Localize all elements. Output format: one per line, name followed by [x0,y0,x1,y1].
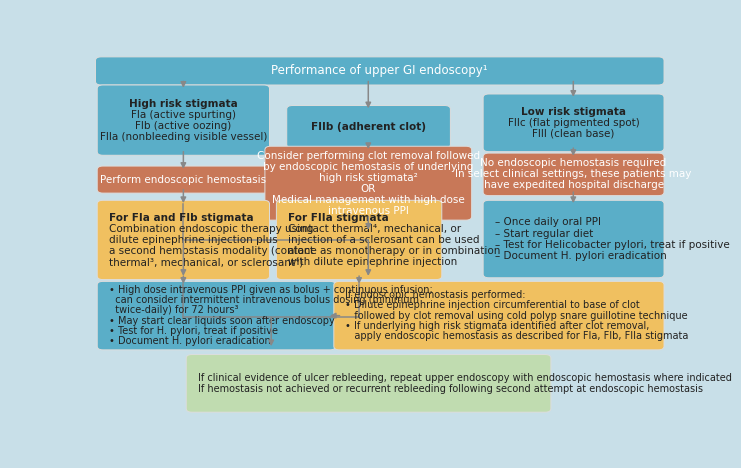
Text: In select clinical settings, these patients may: In select clinical settings, these patie… [456,169,692,179]
Text: If clinical evidence of ulcer rebleeding, repeat upper endoscopy with endoscopic: If clinical evidence of ulcer rebleeding… [198,373,731,383]
Text: • Dilute epinephrine injection circumferential to base of clot: • Dilute epinephrine injection circumfer… [345,300,640,310]
Text: High risk stigmata: High risk stigmata [129,99,238,109]
Text: a second hemostasis modality (contact: a second hemostasis modality (contact [109,246,313,256]
Text: FIa (active spurting): FIa (active spurting) [131,110,236,120]
Text: FIIc (flat pigmented spot): FIIc (flat pigmented spot) [508,118,639,128]
Text: • Document H. pylori eradication: • Document H. pylori eradication [109,336,270,346]
FancyBboxPatch shape [97,200,270,279]
FancyBboxPatch shape [483,94,664,152]
Text: FIII (clean base): FIII (clean base) [532,129,615,139]
Text: • High dose intravenous PPI given as bolus + continuous infusion;: • High dose intravenous PPI given as bol… [109,285,433,295]
Text: Low risk stigmata: Low risk stigmata [521,107,626,117]
Text: OR: OR [361,184,376,194]
Text: For FIIa stigmata: For FIIa stigmata [288,213,388,223]
Text: Performance of upper GI endoscopy¹: Performance of upper GI endoscopy¹ [271,65,488,77]
Text: – Test for Helicobacter pylori, treat if positive: – Test for Helicobacter pylori, treat if… [494,240,729,249]
FancyBboxPatch shape [276,200,442,279]
FancyBboxPatch shape [97,166,270,193]
Text: Perform endoscopic hemostasis: Perform endoscopic hemostasis [100,175,267,184]
Text: If endoscopic hemostasis performed:: If endoscopic hemostasis performed: [345,290,526,300]
FancyBboxPatch shape [265,146,471,220]
FancyBboxPatch shape [97,281,336,350]
Text: high risk stigmata²: high risk stigmata² [319,173,418,183]
Text: Consider performing clot removal followed: Consider performing clot removal followe… [256,151,480,161]
Text: For FIa and FIb stigmata: For FIa and FIb stigmata [109,213,253,223]
Text: apply endoscopic hemostasis as described for FIa, FIb, FIIa stigmata: apply endoscopic hemostasis as described… [345,331,688,341]
Text: followed by clot removal using cold polyp snare guillotine technique: followed by clot removal using cold poly… [345,311,688,321]
FancyBboxPatch shape [97,85,270,155]
FancyBboxPatch shape [96,57,664,85]
Text: dilute epinephrine injection plus: dilute epinephrine injection plus [109,235,277,245]
Text: FIIa (nonbleeding visible vessel): FIIa (nonbleeding visible vessel) [100,132,267,142]
FancyBboxPatch shape [287,105,451,148]
Text: If hemostasis not achieved or recurrent rebleeding following second attempt at e: If hemostasis not achieved or recurrent … [198,384,702,394]
FancyBboxPatch shape [333,281,664,350]
Text: No endoscopic hemostasis required: No endoscopic hemostasis required [480,158,667,168]
Text: • If underlying high risk stigmata identified after clot removal,: • If underlying high risk stigmata ident… [345,321,650,331]
Text: have expedited hospital discharge: have expedited hospital discharge [484,181,664,190]
FancyBboxPatch shape [186,355,551,412]
FancyBboxPatch shape [483,200,664,278]
Text: FIIb (adherent clot): FIIb (adherent clot) [311,122,426,132]
Text: by endoscopic hemostasis of underlying: by endoscopic hemostasis of underlying [263,161,473,172]
Text: twice-daily) for 72 hours³: twice-daily) for 72 hours³ [109,306,238,315]
Text: injection of a sclerosant can be used: injection of a sclerosant can be used [288,235,479,245]
Text: Medical management with high dose: Medical management with high dose [272,195,465,205]
Text: intravenous PPI: intravenous PPI [328,206,409,216]
Text: – Once daily oral PPI: – Once daily oral PPI [494,218,601,227]
Text: alone as monotherapy or in combination: alone as monotherapy or in combination [288,246,500,256]
Text: • May start clear liquids soon after endoscopy: • May start clear liquids soon after end… [109,316,334,326]
Text: – Document H. pylori eradication: – Document H. pylori eradication [494,251,666,261]
Text: thermal³, mechanical, or sclerosant⁴): thermal³, mechanical, or sclerosant⁴) [109,257,303,267]
FancyBboxPatch shape [483,153,664,196]
Text: • Test for H. pylori, treat if positive: • Test for H. pylori, treat if positive [109,326,278,336]
Text: can consider intermittent intravenous bolus dosing (minimum: can consider intermittent intravenous bo… [109,295,419,305]
Text: Contact thermal⁴, mechanical, or: Contact thermal⁴, mechanical, or [288,224,461,234]
Text: with dilute epinephrine injection: with dilute epinephrine injection [288,257,457,267]
Text: – Start regular diet: – Start regular diet [494,228,593,239]
Text: FIb (active oozing): FIb (active oozing) [136,121,231,131]
Text: Combination endoscopic therapy using: Combination endoscopic therapy using [109,224,313,234]
